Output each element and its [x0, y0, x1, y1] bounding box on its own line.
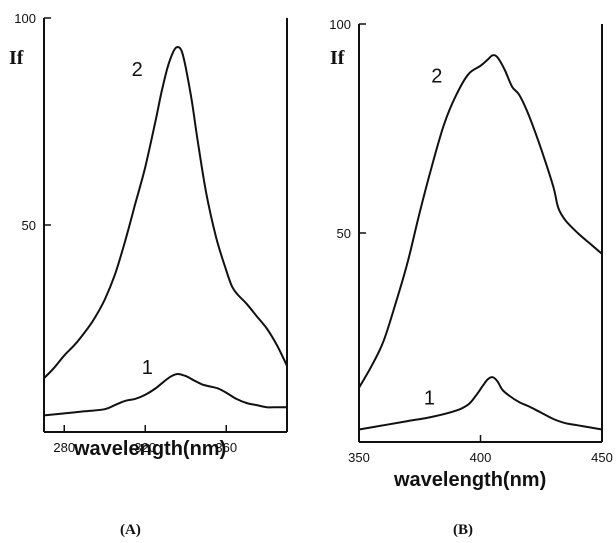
panel-a-axes [43, 18, 288, 433]
panel-b-y-tick-label: 100 [329, 17, 351, 32]
panel-a-ticks: 50 100 280 320 360 [14, 11, 237, 455]
panel-a-x-tick-label: 360 [215, 440, 237, 455]
panel-a-curves: 12 [43, 46, 288, 417]
panel-a-y-axis-label: If [9, 47, 24, 69]
panel-b-y-tick-label: 50 [337, 226, 351, 241]
panel-a-curve-1 [43, 373, 288, 417]
panel-a-x-tick-label: 320 [134, 440, 156, 455]
panel-b-curves: 12 [358, 54, 603, 431]
panel-b-ticks: 50 100 350 400 450 [329, 17, 613, 465]
panel-a-y-tick-label: 50 [22, 218, 36, 233]
panel-b-x-tick-label: 400 [470, 450, 492, 465]
panel-a-series-label-1: 1 [142, 357, 153, 379]
panel-b-series-label-1: 1 [424, 387, 435, 409]
panel-b-x-tick-label: 450 [591, 450, 613, 465]
panel-a-series-label-2: 2 [132, 59, 143, 81]
panel-a-y-tick-label: 100 [14, 11, 36, 26]
panel-b-label: (B) [453, 522, 473, 538]
panel-a-x-axis-label: wavelength(nm) [73, 438, 226, 460]
panel-a-label: (A) [120, 522, 141, 538]
panel-b-curve-2 [358, 54, 603, 389]
panel-b-x-tick-label: 350 [348, 450, 370, 465]
panel-a-x-tick-label: 280 [53, 440, 75, 455]
panel-a-curve-2 [43, 46, 288, 380]
panel-b-curve-1 [358, 376, 603, 431]
panel-b-series-label-2: 2 [431, 66, 442, 88]
panel-b-x-axis-label: wavelength(nm) [393, 469, 546, 491]
panel-b-y-axis-label: If [330, 47, 345, 69]
panel-b-axes [358, 24, 603, 443]
